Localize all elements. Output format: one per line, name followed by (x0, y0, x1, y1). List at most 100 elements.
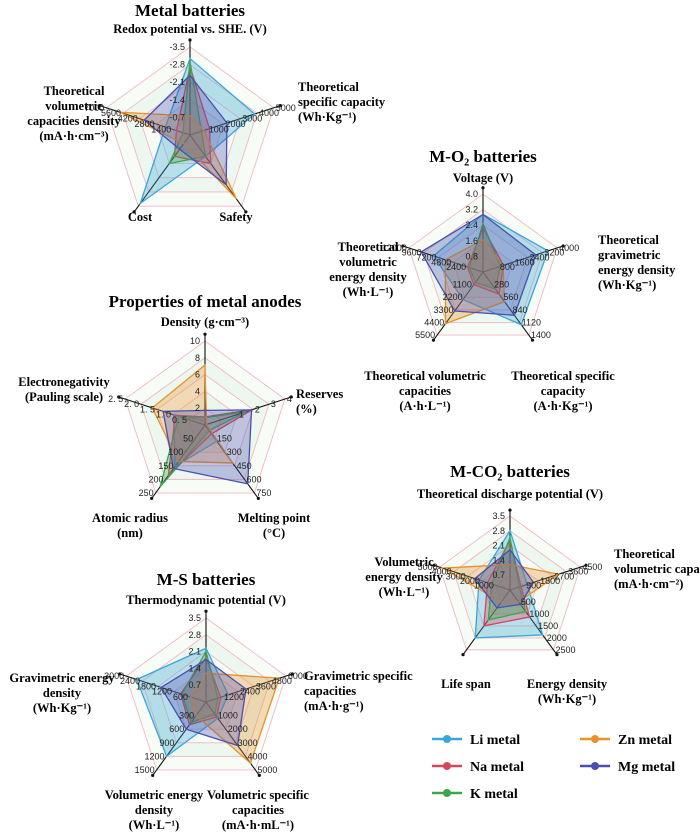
tick-label: 2400 (530, 253, 550, 263)
axis-label: density (135, 803, 174, 817)
axis-label: Atomic radius (92, 511, 168, 525)
axis-end-dot (278, 104, 282, 108)
tick-label: 100 (168, 447, 183, 457)
tick-label: 0.7 (188, 680, 201, 690)
axis-label: Gravimetric specific (304, 669, 413, 683)
radar-mco2: M-CO₂ batteries 3.5 2.8 2.1 1.4 0.7 4500360027… (365, 462, 700, 706)
tick-label: 2.1 (188, 647, 201, 657)
axis-label: Theoretical (44, 84, 105, 98)
tick-label: 2.8 (188, 630, 201, 640)
axis-label: Density (g·cm⁻³) (161, 315, 249, 329)
tick-label: 3200 (544, 248, 564, 258)
axis-label: Thermodynamic potential (V) (126, 593, 286, 607)
tick-label: 250 (139, 488, 154, 498)
axis-spoke (509, 564, 587, 591)
legend-label: Mg metal (618, 760, 675, 775)
tick-label: 2. 0 (124, 399, 139, 409)
axis-end-dot (151, 773, 155, 777)
axis-label: volumetric (339, 255, 397, 269)
tick-label: 6000 (288, 671, 308, 681)
axis-label: capacities (399, 384, 451, 398)
tick-label: 800 (500, 262, 515, 272)
tick-label: 840 (513, 305, 528, 315)
tick-label: 2800 (134, 119, 154, 129)
legend-label: Na metal (470, 760, 524, 775)
tick-label: 1600 (515, 257, 535, 267)
tick-label: 150 (217, 434, 232, 444)
axis-label: (Wh·L⁻¹) (379, 585, 430, 599)
legend-marker (443, 762, 451, 770)
tick-label: 8 (195, 353, 200, 363)
axis-label: (°C) (263, 526, 285, 540)
tick-label: 600 (169, 724, 184, 734)
axis-end-dot (132, 210, 136, 214)
tick-label: 3000 (242, 114, 262, 124)
tick-label: 4000 (247, 751, 267, 761)
series-zn-area (440, 563, 561, 603)
axis-label: Energy density (527, 677, 608, 691)
tick-label: 7200 (416, 253, 436, 263)
axis-label: Theoretical discharge potential (V) (417, 487, 603, 501)
tick-label: 5000 (257, 765, 277, 775)
tick-label: 1100 (452, 280, 471, 290)
tick-label: 3.5 (188, 613, 201, 623)
tick-label: 4.0 (465, 189, 478, 199)
axis-label: Volumetric (374, 555, 434, 569)
axis-label: capacities density (27, 114, 121, 128)
tick-label: 3300 (433, 305, 453, 315)
tick-label: 2700 (554, 571, 574, 581)
radar-mo2: M-O₂ batteries4.03.22.41.60.840003200240… (329, 147, 676, 413)
tick-label: 4200 (118, 114, 138, 124)
tick-label: 450 (237, 461, 252, 471)
tick-label: 1800 (540, 576, 560, 586)
series-zn-area (151, 363, 234, 464)
tick-label: 4800 (272, 676, 292, 686)
series-mg-area (160, 658, 247, 747)
axis-end-dot (481, 186, 485, 190)
axis-label: (Wh·Kg⁻¹) (538, 692, 596, 706)
axis-end-dot (401, 244, 405, 248)
series-k-area (159, 410, 248, 488)
tick-label: 4000 (559, 243, 579, 253)
series-k-area (168, 61, 207, 165)
axis-spoke (433, 271, 484, 341)
axis-label: gravimetric (598, 248, 661, 262)
tick-label: 3600 (568, 567, 588, 577)
tick-label: 200 (148, 474, 163, 484)
axis-label: Theoretical (614, 547, 675, 561)
tick-label: 2400 (120, 676, 140, 686)
axis-label: density (43, 686, 82, 700)
legend-item-li: Li metal (432, 733, 520, 748)
axis-label: capacity (541, 384, 586, 398)
axis-end-dot (118, 672, 122, 676)
axis-spoke (509, 589, 558, 655)
axis-label: Melting point (238, 511, 311, 525)
axis-label: volumetric capacity (614, 562, 700, 576)
tick-label: -3.5 (169, 42, 185, 52)
tick-label: 0. 5 (172, 415, 187, 425)
tick-label: 600 (246, 474, 261, 484)
axis-label: Life span (441, 677, 491, 691)
tick-label: -0.7 (169, 112, 185, 122)
legend-marker (443, 789, 451, 797)
axis-label: Safety (219, 210, 253, 224)
tick-label: 2.1 (492, 541, 505, 551)
axis-label: Voltage (V) (453, 171, 513, 185)
legend-marker (591, 735, 599, 743)
tick-label: 1200 (152, 687, 172, 697)
chart-title: Metal batteries (135, 1, 245, 20)
tick-label: 1. 0 (156, 410, 171, 420)
axis-label: Theoretical (338, 240, 399, 254)
tick-label: 3000 (104, 671, 124, 681)
chart-title: Properties of metal anodes (109, 292, 302, 311)
tick-label: 1.6 (465, 236, 478, 246)
axis-end-dot (188, 38, 192, 42)
tick-label: -2.8 (169, 60, 185, 70)
tick-label: 1.4 (492, 555, 505, 565)
tick-label: 2.4 (465, 220, 478, 230)
axis-spoke (119, 673, 207, 703)
tick-label: 4400 (424, 317, 444, 327)
axis-spoke (118, 396, 206, 426)
